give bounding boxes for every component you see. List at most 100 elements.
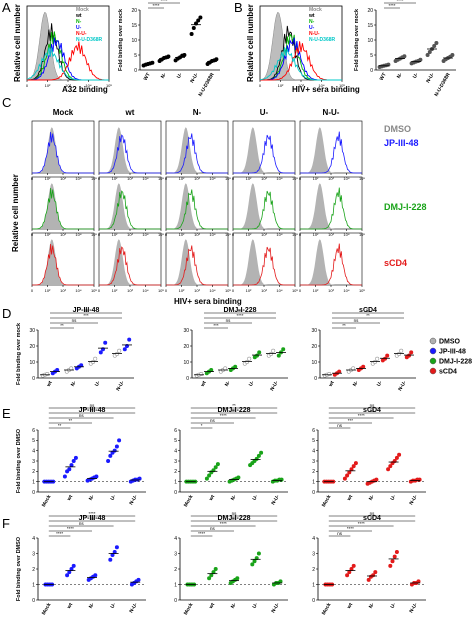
significance-label: * xyxy=(201,423,203,428)
data-point xyxy=(91,359,96,364)
data-point xyxy=(361,364,366,369)
histogram-tick-label: 10⁵ xyxy=(339,83,345,88)
cell-tick-label: 0 xyxy=(98,288,101,293)
x-tick-label: N- xyxy=(160,72,168,80)
compound-curve xyxy=(166,189,228,230)
legend-label: JP-III-48 xyxy=(439,349,466,356)
histogram-a-ylabel: Relative cell number xyxy=(13,4,22,82)
y-tick-label: 20 xyxy=(131,8,137,14)
cell-tick-label: 10⁵ xyxy=(91,288,97,293)
x-tick-label: N-U- xyxy=(189,72,200,84)
histogram-cell xyxy=(165,232,229,286)
data-point xyxy=(374,477,379,482)
data-point xyxy=(351,464,356,469)
y-tick-label: 2 xyxy=(312,469,315,475)
data-point xyxy=(427,49,432,54)
scatter-d-jp: JP-III-48 Fold binding over mock 0 10 20 30 wt… xyxy=(16,307,134,392)
compound-curve xyxy=(166,133,228,174)
significance-label: ns xyxy=(79,521,85,526)
x-tick-label: N-U- xyxy=(269,380,280,392)
histogram-tick-label: 10³ xyxy=(65,83,71,88)
compound-curve xyxy=(233,246,295,286)
y-tick-label: 2 xyxy=(174,469,177,475)
cell-tick-label: 10⁴ xyxy=(276,288,282,293)
compound-curve xyxy=(300,187,362,230)
histogram-tick-label: 10⁴ xyxy=(318,83,324,88)
dmso-fill xyxy=(32,183,94,229)
significance-label: ** xyxy=(58,423,62,428)
x-tick-label: N-U- xyxy=(425,72,436,84)
panel-letter-f: F xyxy=(2,516,10,531)
data-point xyxy=(390,559,395,564)
legend-entry: U- xyxy=(76,25,82,31)
x-tick-label: wt xyxy=(346,494,355,503)
histogram-tick-label: 0 xyxy=(259,83,262,88)
significance-label: *** xyxy=(83,313,89,318)
y-tick-label: 10 xyxy=(29,360,35,366)
significance-label: ns xyxy=(370,408,376,413)
compound-curve xyxy=(32,187,94,230)
data-point xyxy=(281,347,286,352)
cell-tick-label: 0 xyxy=(232,232,235,237)
data-point xyxy=(250,562,255,567)
scatter-f-jp: JP-III-48 Fold binding over DMSO 0 1 2 3 4 Mock… xyxy=(16,511,146,616)
data-point xyxy=(337,369,342,374)
legend-entry: N-U-D368R xyxy=(76,37,103,43)
compound-curve xyxy=(300,243,362,286)
x-tick-label: N-U- xyxy=(115,380,126,392)
data-point xyxy=(94,474,99,479)
histogram-b-xlabel: HIV+ sera binding xyxy=(292,85,360,94)
data-point xyxy=(392,554,397,559)
data-point xyxy=(136,577,141,582)
x-tick-label: U- xyxy=(389,494,397,502)
compound-curve xyxy=(99,190,161,230)
data-point xyxy=(108,453,113,458)
cell-tick-label: 10³ xyxy=(261,176,267,181)
data-point xyxy=(189,31,194,36)
y-tick-label: 20 xyxy=(29,344,35,350)
cell-tick-label: 10⁵ xyxy=(292,288,298,293)
y-tick-label: 0 xyxy=(174,598,177,604)
cell-tick-label: 10² xyxy=(179,288,185,293)
dmso-fill xyxy=(233,183,295,229)
dmso-fill xyxy=(166,127,228,173)
data-point xyxy=(214,57,219,62)
y-tick-label: 0 xyxy=(370,68,373,74)
column-header-4: N-U- xyxy=(323,108,340,117)
x-tick-label: N-U- xyxy=(270,602,281,614)
x-tick-label: wt xyxy=(208,494,217,503)
data-point xyxy=(425,52,430,57)
data-point xyxy=(418,57,423,62)
x-tick-label: U- xyxy=(109,602,117,610)
data-point xyxy=(106,458,111,463)
legend-entry: N-U-D368R xyxy=(309,37,336,43)
data-point xyxy=(55,367,60,372)
y-tick-label: 1 xyxy=(174,582,177,588)
cell-tick-label: 0 xyxy=(299,176,302,181)
column-header-2: N- xyxy=(193,108,202,117)
cell-tick-label: 0 xyxy=(232,288,235,293)
significance-label: **** xyxy=(358,521,365,526)
histogram-tick-label: 10³ xyxy=(298,83,304,88)
data-point xyxy=(256,551,261,556)
x-tick-label: N-U- xyxy=(128,494,139,506)
cell-tick-label: 10⁴ xyxy=(343,232,349,237)
cell-tick-label: 10² xyxy=(246,288,252,293)
y-axis-label: Fold binding over mock xyxy=(118,8,124,71)
y-tick-label: 2 xyxy=(32,469,35,475)
cell-tick-label: 0 xyxy=(232,176,235,181)
data-point xyxy=(215,462,220,467)
data-point xyxy=(394,455,399,460)
legend-entry: wt xyxy=(75,13,82,19)
histogram-tick-label: 10² xyxy=(278,83,284,88)
x-tick-label: N- xyxy=(352,380,360,388)
data-point xyxy=(276,353,281,358)
panel-letter-b: B xyxy=(234,0,243,15)
data-point xyxy=(98,350,103,355)
data-point xyxy=(115,351,120,356)
data-point xyxy=(114,444,119,449)
cell-tick-label: 0 xyxy=(31,288,34,293)
cell-tick-label: 10⁴ xyxy=(75,232,81,237)
data-point xyxy=(71,458,76,463)
significance-label: **** xyxy=(160,0,167,3)
